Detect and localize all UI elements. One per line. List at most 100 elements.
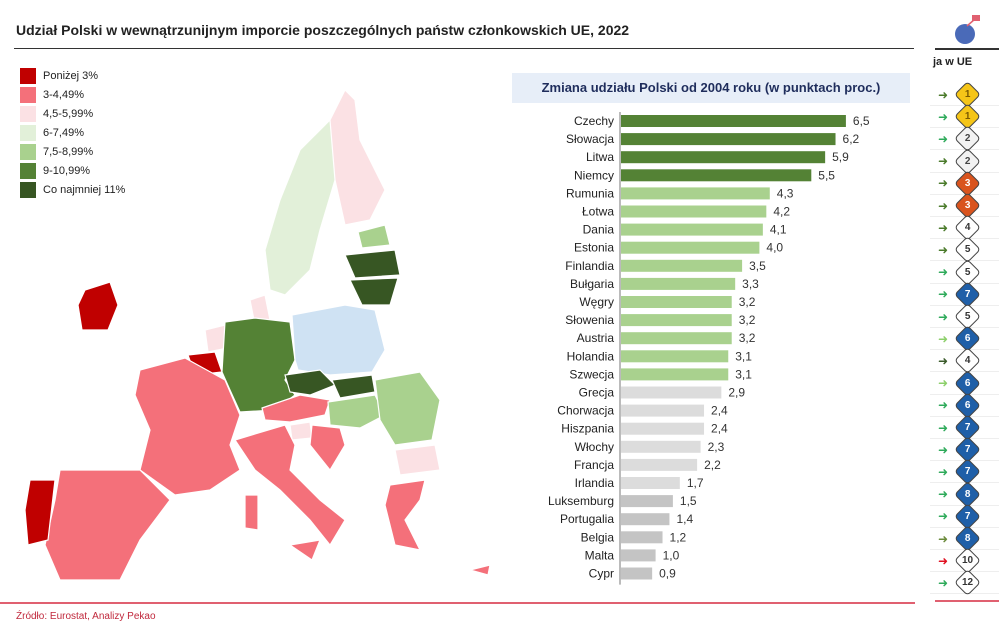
legend-label: 6-7,49%: [43, 126, 84, 139]
bar: [621, 277, 736, 290]
rank-row: ➜ 6: [930, 369, 999, 397]
category-label: Luksemburg: [548, 494, 614, 508]
rank-value: 8: [964, 533, 971, 544]
rank-row: ➜ 7: [930, 502, 999, 530]
rank-row: ➜ 7: [930, 280, 999, 308]
country-cyprus: [467, 564, 491, 576]
legend-label: 7,5-8,99%: [43, 145, 94, 158]
category-label: Malta: [585, 548, 615, 562]
bar: [621, 422, 705, 435]
country-finland: [329, 88, 386, 226]
map-legend: Poniżej 3% 3-4,49% 4,5-5,99% 6-7,49% 7,5-8,9…: [20, 66, 125, 199]
category-label: Bułgaria: [570, 277, 614, 291]
category-label: Cypr: [589, 567, 614, 581]
data-label: 4,1: [770, 223, 787, 237]
data-label: 1,0: [663, 548, 680, 562]
data-label: 5,5: [818, 168, 835, 182]
rank-value: 2: [964, 155, 971, 167]
data-label: 4,0: [766, 241, 783, 255]
data-label: 1,2: [670, 530, 687, 544]
legend-label: 3-4,49%: [43, 88, 84, 101]
rank-row: ➜ 12: [930, 569, 999, 597]
data-label: 4,3: [777, 186, 794, 200]
rank-value: 3: [964, 200, 971, 211]
rank-row: ➜ 1: [930, 81, 999, 108]
divider: [14, 48, 914, 49]
arrow-right-icon: ➜: [938, 154, 949, 169]
rank-value: 2: [964, 133, 971, 145]
data-label: 2,2: [704, 458, 721, 472]
chart-title: Zmiana udziału Polski od 2004 roku (w pu…: [512, 73, 910, 103]
arrow-right-icon: ➜: [938, 109, 949, 124]
category-label: Estonia: [574, 241, 614, 255]
category-label: Hiszpania: [561, 422, 614, 436]
legend-item: 9-10,99%: [20, 161, 125, 180]
data-label: 2,4: [711, 422, 728, 436]
country-austria: [261, 394, 331, 423]
data-label: 3,3: [742, 277, 759, 291]
rank-value: 4: [964, 222, 971, 234]
bar: [621, 241, 760, 254]
rank-value: 7: [964, 422, 971, 433]
rank-row: ➜ 10: [930, 547, 999, 575]
data-label: 5,9: [832, 150, 849, 164]
category-label: Litwa: [586, 150, 614, 164]
data-label: 6,5: [853, 114, 870, 128]
rank-header: ja w UE: [933, 56, 973, 68]
legend-item: 6-7,49%: [20, 123, 125, 142]
rank-value: 5: [964, 244, 971, 256]
rank-row: ➜ 2: [930, 147, 999, 175]
data-label: 6,2: [843, 132, 860, 146]
data-label: 3,5: [749, 259, 766, 273]
rank-value: 7: [964, 466, 971, 478]
rank-row: ➜ 8: [930, 525, 999, 552]
arrow-right-icon: ➜: [938, 176, 949, 191]
rank-value: 7: [964, 444, 971, 456]
rank-value: 7: [964, 510, 971, 522]
category-label: Szwecja: [569, 367, 614, 381]
data-label: 4,2: [773, 205, 790, 219]
arrow-right-icon: ➜: [938, 553, 949, 568]
data-label: 0,9: [659, 567, 676, 581]
legend-swatch: [20, 143, 36, 160]
divider: [0, 602, 915, 604]
arrow-right-icon: ➜: [938, 198, 949, 213]
country-sicily: [288, 539, 321, 561]
category-label: Łotwa: [582, 205, 614, 219]
bar: [621, 314, 732, 327]
eu-rank-strip: ja w UE ➜ 1 ➜ 1 ➜ 2 ➜ 2 ➜ 3 ➜ 3 ➜ 4 ➜ 5 ➜ 5 ➜ 7 ➜ 5 ➜ 6 ➜ 4 ➜ 6 ➜ 6 ➜ 7…: [930, 48, 999, 600]
arrow-right-icon: ➜: [938, 575, 949, 590]
rank-row: ➜ 1: [930, 103, 999, 131]
rank-value: 3: [964, 177, 971, 189]
country-ireland: [77, 281, 119, 331]
country-portugal: [24, 479, 56, 546]
country-poland: [291, 304, 386, 376]
category-label: Dania: [583, 223, 615, 237]
category-label: Belgia: [581, 530, 615, 544]
country-czechia: [284, 369, 337, 396]
rank-row: ➜ 3: [930, 192, 999, 219]
arrow-right-icon: ➜: [938, 531, 949, 546]
country-italy: [234, 424, 346, 547]
legend-swatch: [20, 86, 36, 103]
country-croatia: [309, 424, 346, 472]
category-label: Słowenia: [565, 313, 614, 327]
rank-value: 10: [961, 555, 974, 567]
arrow-right-icon: ➜: [938, 376, 949, 391]
country-spain: [44, 469, 171, 581]
country-greece: [384, 479, 426, 551]
arrow-right-icon: ➜: [938, 131, 949, 146]
bar: [621, 259, 743, 272]
bar: [621, 133, 836, 146]
category-label: Portugalia: [560, 512, 614, 526]
category-label: Niemcy: [574, 168, 614, 182]
rank-row: ➜ 5: [930, 236, 999, 264]
rank-value: 5: [964, 266, 971, 278]
country-estonia: [357, 224, 391, 249]
rank-row: ➜ 4: [930, 214, 999, 242]
country-sardinia: [244, 494, 259, 531]
bar: [621, 151, 826, 164]
data-label: 3,1: [735, 367, 752, 381]
eu-clock-icon: [953, 14, 983, 51]
